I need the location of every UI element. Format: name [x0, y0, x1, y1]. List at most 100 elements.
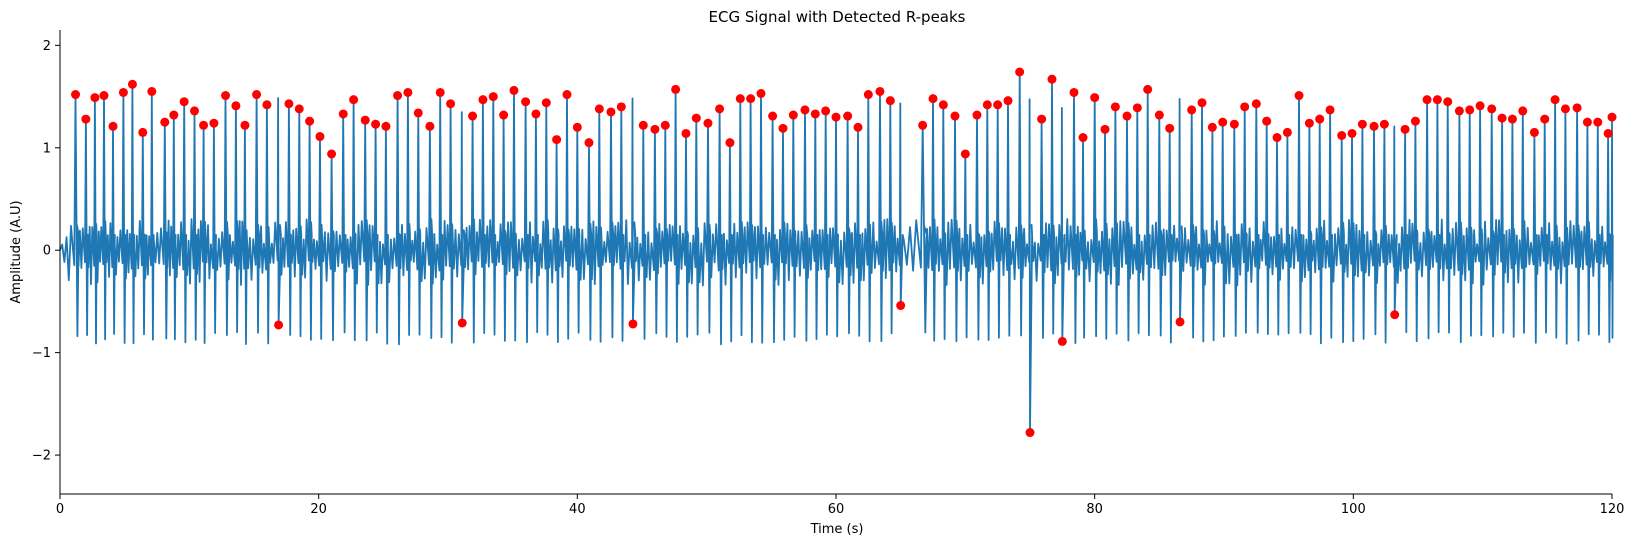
- r-peak-marker: [252, 90, 262, 100]
- r-peak-marker: [294, 104, 304, 114]
- r-peak-marker: [863, 90, 873, 100]
- r-peak-marker: [1465, 105, 1475, 115]
- r-peak-marker: [1529, 127, 1539, 137]
- r-peak-marker: [199, 120, 209, 130]
- r-peak-marker: [1015, 67, 1025, 77]
- x-tick-label: 0: [56, 502, 64, 517]
- r-peak-marker: [960, 149, 970, 159]
- r-peak-marker: [756, 89, 766, 99]
- r-peak-marker: [1454, 106, 1464, 116]
- r-peak-marker: [1347, 128, 1357, 138]
- r-peak-marker: [381, 121, 391, 131]
- y-axis-label: Amplitude (A.U): [9, 200, 24, 303]
- r-peak-marker: [393, 91, 403, 101]
- r-peak-marker: [715, 104, 725, 114]
- r-peak-marker: [831, 112, 841, 122]
- chart-title: ECG Signal with Detected R-peaks: [709, 8, 966, 26]
- r-peak-marker: [1154, 110, 1164, 120]
- y-axis-ticks: −2 −1 0 1 2: [32, 39, 60, 464]
- y-tick-label: −2: [32, 449, 51, 464]
- r-peak-marker: [1550, 95, 1560, 105]
- r-peak-marker: [1069, 87, 1079, 97]
- r-peak-marker: [1100, 124, 1110, 134]
- y-tick-label: −1: [32, 346, 51, 361]
- r-peak-marker: [509, 85, 519, 95]
- r-peak-marker: [435, 87, 445, 97]
- r-peak-marker: [371, 119, 381, 129]
- r-peak-marker: [552, 135, 562, 145]
- r-peak-marker: [1304, 118, 1314, 128]
- r-peak-marker: [650, 124, 660, 134]
- r-peak-marker: [1475, 101, 1485, 111]
- r-peak-marker: [1175, 317, 1185, 327]
- r-peak-marker: [1057, 336, 1067, 346]
- r-peak-marker: [327, 149, 337, 159]
- r-peak-marker: [1294, 91, 1304, 101]
- r-peak-marker: [305, 116, 315, 126]
- y-tick-label: 2: [43, 39, 51, 54]
- r-peak-marker: [240, 120, 250, 130]
- r-peak-marker: [938, 100, 948, 110]
- r-peak-marker: [972, 110, 982, 120]
- r-peak-marker: [1572, 103, 1582, 113]
- r-peak-marker: [1025, 428, 1035, 438]
- r-peak-marker: [1165, 123, 1175, 133]
- r-peak-marker: [594, 104, 604, 114]
- r-peak-marker: [606, 107, 616, 117]
- y-tick-label: 0: [43, 244, 51, 259]
- r-peak-marker: [1487, 104, 1497, 114]
- r-peak-marker: [993, 100, 1003, 110]
- r-peak-marker: [1379, 119, 1389, 129]
- r-peak-marker: [1560, 104, 1570, 114]
- r-peak-marker: [896, 301, 906, 311]
- r-peak-marker: [885, 96, 895, 106]
- x-tick-label: 60: [828, 502, 845, 517]
- r-peak-marker: [746, 94, 756, 104]
- r-peak-marker: [1110, 102, 1120, 112]
- r-peak-marker: [403, 87, 413, 97]
- r-peak-marker: [1422, 95, 1432, 105]
- r-peak-marker: [147, 86, 157, 96]
- r-peak-marker: [1047, 74, 1057, 84]
- r-peak-marker: [1132, 103, 1142, 113]
- x-tick-label: 100: [1341, 502, 1366, 517]
- r-peak-marker: [1497, 113, 1507, 123]
- r-peak-marker: [628, 319, 638, 329]
- r-peak-marker: [1090, 93, 1100, 103]
- r-peak-marker: [918, 120, 928, 130]
- r-peak-marker: [138, 127, 148, 137]
- r-peak-marker: [1410, 116, 1420, 126]
- r-peak-marker: [1037, 114, 1047, 124]
- r-peak-marker: [531, 109, 541, 119]
- r-peak-marker: [1282, 127, 1292, 137]
- r-peak-marker: [284, 99, 294, 109]
- r-peak-marker: [1603, 128, 1613, 138]
- r-peak-marker: [875, 86, 885, 96]
- r-peak-marker: [425, 121, 435, 131]
- r-peak-marker: [349, 95, 359, 105]
- plot-area: [59, 67, 1617, 438]
- r-peak-marker: [499, 110, 509, 120]
- r-peak-marker: [1518, 106, 1528, 116]
- r-peak-marker: [1078, 133, 1088, 143]
- r-peak-marker: [1582, 117, 1592, 127]
- r-peak-marker: [99, 91, 109, 101]
- r-peak-marker: [127, 79, 137, 89]
- r-peak-marker: [1143, 84, 1153, 94]
- r-peak-marker: [190, 106, 200, 116]
- r-peak-marker: [179, 97, 189, 107]
- r-peak-marker: [1357, 119, 1367, 129]
- r-peak-marker: [1240, 102, 1250, 112]
- r-peak-marker: [800, 105, 810, 115]
- r-peak-marker: [221, 91, 231, 101]
- x-axis-ticks: 0 20 40 60 80 100 120: [56, 494, 1624, 517]
- r-peak-marker: [160, 117, 170, 127]
- r-peak-marker: [1122, 111, 1132, 121]
- r-peak-marker: [169, 110, 179, 120]
- r-peak-marker: [821, 106, 831, 116]
- r-peak-marker: [1262, 116, 1272, 126]
- r-peak-marker: [315, 132, 325, 142]
- r-peak-marker: [1369, 121, 1379, 131]
- r-peak-marker: [660, 120, 670, 130]
- r-peak-marker: [231, 101, 241, 111]
